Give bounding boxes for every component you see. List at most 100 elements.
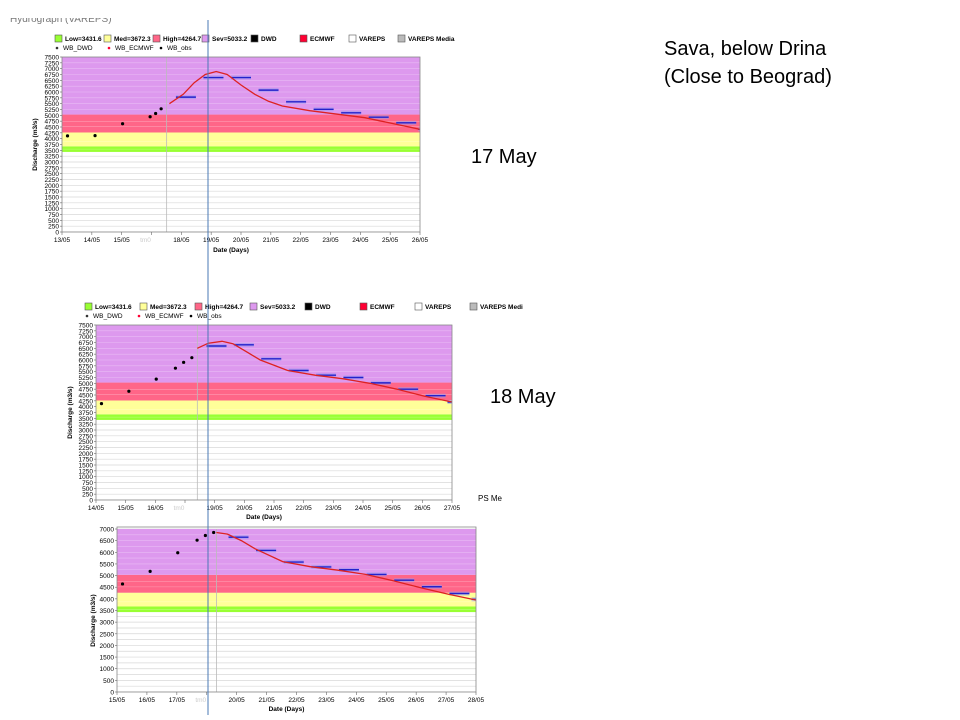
legend-swatch-vareps [414,302,423,311]
legend-label-vareps_median: VAREPS Media [408,36,455,43]
y-tick-label: 1250 [45,200,60,207]
y-tick-label: 4000 [79,404,94,411]
y-tick-label: 0 [55,230,59,237]
y-tick-label: 5500 [45,101,60,108]
legend-label-ecmwf: ECMWF [370,304,395,311]
y-tick-label: 4500 [100,585,115,592]
y-tick-label: 7000 [45,66,60,73]
legend-swatch-dwd [304,302,313,311]
hydrograph-chart-2: Low=3431.6 Med=3672.3 High=4264.7 Sev=5033.… [67,302,523,521]
station-title-line-1: Sava, below Drina [664,38,827,60]
x-tick-label: 17/05 [169,697,186,704]
y-tick-label: 1500 [45,195,60,202]
observation-point [195,538,199,542]
observation-point [148,115,152,119]
y-tick-label: 1250 [79,468,94,475]
x-tick-label: 28/05 [468,697,485,704]
y-tick-label: 3500 [45,148,60,155]
x-tick-label-faded: tm0 [195,697,206,704]
legend-swatch-low [84,302,93,311]
y-tick-label: 4250 [45,130,60,137]
x-tick-label: 21/05 [266,505,283,512]
x-tick-label: 27/05 [438,697,455,704]
band-med [96,400,452,415]
y-tick-label: 250 [82,492,93,499]
legend-label-low: Low=3431.6 [95,304,132,311]
y-tick-label: 5250 [79,375,94,382]
x-tick-label: 25/05 [378,697,395,704]
y-tick-label: 6250 [79,352,94,359]
y-tick-label: 5250 [45,107,60,114]
observation-point [212,530,216,535]
x-tick-label: 23/05 [325,505,342,512]
legend-swatch-med [139,302,148,311]
y-tick-label: 4250 [79,398,94,405]
x-tick-label: 23/05 [322,237,339,244]
x-tick-label: 26/05 [408,697,425,704]
observation-point [93,134,97,138]
y-tick-label: 3750 [45,142,60,149]
y-tick-label: 3250 [79,422,94,429]
y-tick-label: 750 [82,480,93,487]
y-tick-label: 3250 [45,154,60,161]
x-tick-label: 24/05 [352,237,369,244]
y-tick-label: 6500 [45,78,60,85]
legend-swatch-dwd [250,34,259,43]
band-low [62,146,420,152]
y-tick-label: 1000 [45,206,60,213]
y-tick-label: 3000 [79,428,94,435]
legend-label-med: Med=3672.3 [150,304,187,311]
x-tick-label: 16/05 [139,697,156,704]
y-tick-label: 5000 [45,113,60,120]
station-title-line-2: (Close to Beograd) [664,66,832,88]
legend-swatch-med [103,34,112,43]
y-tick-label: 3500 [79,416,94,423]
y-tick-label: 6500 [79,346,94,353]
band-low [117,606,476,613]
observation-point [182,360,186,364]
band-high [62,114,420,133]
observation-point [120,582,125,586]
y-tick-label: 3000 [45,160,60,167]
y-tick-label: 6000 [79,358,94,365]
y-tick-label: 6250 [45,84,60,91]
y-tick-label: 4750 [45,119,60,126]
y-tick-label: 2500 [79,439,94,446]
x-tick-label: 22/05 [288,697,305,704]
forecast-median-line [197,340,452,403]
x-tick-label: 25/05 [382,237,399,244]
legend-swatch-vareps_median [469,302,478,311]
x-tick-label: 15/05 [118,505,135,512]
y-tick-label: 3000 [100,620,115,627]
observation-point [154,377,158,381]
y-tick-label: 4000 [100,596,115,603]
x-tick-label: 21/05 [263,237,280,244]
y-tick-label: 1000 [100,666,115,673]
observation-point [148,569,152,573]
x-tick-label: 26/05 [412,237,429,244]
y-tick-label: 2500 [45,171,60,178]
forecast-median-line [216,531,476,601]
y-tick-label: 0 [110,690,114,697]
legend-label-wb-obs: WB_obs [167,45,192,52]
y-tick-label: 3750 [79,410,94,417]
x-tick-label: 15/05 [114,237,131,244]
y-tick-label: 5500 [100,561,115,568]
y-tick-label: 1750 [45,189,60,196]
x-tick-label: 20/05 [229,697,246,704]
clipped-legend-text: PS Me [478,494,503,503]
y-tick-label: 5000 [79,381,94,388]
legend-marker-wb-ecmwf [137,314,141,318]
x-tick-label-faded: tm0 [140,237,151,244]
y-tick-label: 6000 [100,550,115,557]
plot-area-3 [117,528,476,692]
legend-label-high: High=4264.7 [205,304,244,311]
band-severe [117,529,476,575]
plot-area-2 [96,325,452,500]
x-tick-label: 24/05 [348,697,365,704]
observation-point [99,402,104,406]
y-tick-label: 2750 [45,165,60,172]
band-high [96,382,452,401]
x-tick-label: 27/05 [444,505,461,512]
